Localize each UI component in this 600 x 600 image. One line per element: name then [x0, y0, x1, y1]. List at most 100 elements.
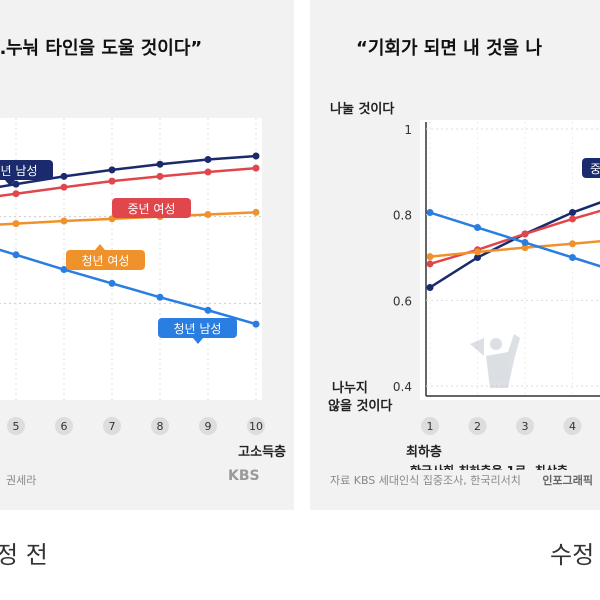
- right-ytick-label-1: 0.6: [393, 294, 412, 308]
- left-xtick-bg-4: [199, 417, 217, 435]
- left-point-1-4: [204, 168, 212, 176]
- left-xtick-label-1: 6: [61, 420, 68, 433]
- right-point-0-3: [569, 209, 576, 217]
- left-xtick-bg-0: [7, 417, 25, 435]
- right-ylabel-bottom-1: 나누지: [332, 380, 368, 396]
- left-footer-credit: 권세라: [6, 474, 37, 487]
- left-legend-middle-male-pointer: [5, 180, 15, 186]
- right-point-1-3: [569, 215, 576, 223]
- left-xtick-bg-1: [55, 417, 73, 435]
- left-point-2-4: [204, 211, 212, 218]
- left-legend-young-female-bg: [66, 250, 145, 270]
- right-point-3-1: [474, 224, 481, 232]
- right-plot-area: [420, 120, 600, 400]
- left-legend-young-female-text: 청년 여성: [82, 254, 130, 268]
- left-xtick-label-4: 9: [205, 420, 212, 433]
- right-xtick-label-2: 3: [522, 420, 529, 433]
- right-xlabel: 최하층: [406, 444, 442, 460]
- right-point-1-0: [426, 260, 434, 268]
- left-legend-middle-male: 중년 남성: [0, 160, 53, 186]
- right-xtick-bg-2: [516, 417, 534, 435]
- right-point-2-2: [521, 244, 529, 252]
- kbs-logo: KBS: [228, 468, 260, 484]
- left-xlabel: 고소득층: [238, 444, 286, 460]
- left-xtick-bg-2: [103, 417, 121, 435]
- left-legend-middle-female-bg: [112, 198, 191, 218]
- right-point-3-3: [569, 254, 576, 261]
- left-point-3-3: [156, 293, 164, 301]
- left-caption: 정 전: [0, 541, 48, 569]
- left-point-3-2: [108, 279, 116, 287]
- left-legend-middle-female-text: 중년 여성: [128, 202, 176, 216]
- right-ylabel-bottom-2: 않을 것이다: [328, 398, 392, 414]
- left-point-1-3: [156, 172, 164, 180]
- left-legend-young-male-pointer: [193, 338, 203, 344]
- right-ytick-label-2: 0.8: [393, 209, 412, 223]
- left-point-0-3: [156, 160, 164, 168]
- right-xtick-bg-1: [468, 417, 487, 435]
- megaphone-shape: [470, 338, 484, 356]
- left-point-1-5: [252, 164, 260, 172]
- right-ytick-label-0: 0.4: [393, 380, 412, 394]
- right-point-2-0: [426, 253, 434, 261]
- left-point-2-5: [252, 208, 260, 216]
- left-point-1-0: [12, 190, 20, 198]
- left-point-1-1: [60, 183, 68, 191]
- right-point-2-3: [569, 240, 576, 248]
- right-chart-title: “기회가 되면 내 것을 나: [356, 38, 542, 59]
- left-point-2-1: [60, 217, 68, 225]
- right-caption: 수정: [550, 541, 595, 569]
- left-xtick-bg-3: [151, 417, 169, 435]
- left-point-0-5: [252, 152, 260, 160]
- left-point-0-2: [108, 166, 116, 174]
- left-legend-middle-female: 중년 여성: [112, 198, 191, 218]
- left-point-0-1: [60, 172, 68, 180]
- left-point-0-4: [204, 155, 212, 163]
- megaphone-person-head: [490, 338, 502, 350]
- left-xtick-label-3: 8: [157, 420, 164, 433]
- right-legend-middle-male-bg: [582, 158, 600, 178]
- right-point-2-1: [474, 248, 481, 256]
- left-legend-middle-male-text: 중년 남성: [0, 164, 37, 178]
- left-point-0-0: [12, 180, 20, 188]
- right-footer-source: 자료 KBS 세대인식 집중조사, 한국리서치 인포그래픽: [330, 472, 593, 488]
- left-legend-young-male: 청년 남성: [158, 318, 237, 344]
- right-point-0-1: [474, 254, 481, 261]
- right-xtick-label-1: 2: [474, 420, 481, 433]
- right-footer-source-text: 자료 KBS 세대인식 집중조사, 한국리서치: [330, 474, 521, 487]
- right-point-1-2: [521, 230, 529, 238]
- left-legend-middle-male-bg: [0, 160, 53, 180]
- left-legend-young-male-text: 청년 남성: [174, 322, 222, 336]
- right-xtick-bg-3: [563, 417, 582, 435]
- left-point-3-0: [12, 251, 20, 259]
- left-xtick-label-0: 5: [13, 420, 20, 433]
- right-point-3-2: [521, 239, 529, 247]
- right-legend-middle-male: 중: [582, 158, 600, 178]
- right-footer-credit: 인포그래픽: [542, 474, 593, 487]
- right-ytick-label-3: 1: [404, 123, 412, 137]
- right-legend-middle-male-text: 중: [590, 162, 600, 176]
- left-point-2-0: [12, 220, 20, 228]
- left-point-3-5: [252, 320, 260, 328]
- left-xtick-label-2: 7: [109, 420, 116, 433]
- right-point-0-0: [426, 283, 434, 291]
- right-point-3-0: [426, 209, 434, 217]
- left-chart-title: …누눠 타인을 도울 것이다”: [0, 38, 203, 59]
- right-ylabel-top: 나눌 것이다: [330, 101, 394, 117]
- left-legend-young-male-bg: [158, 318, 237, 338]
- left-point-1-2: [108, 177, 116, 185]
- right-xtick-label-3: 4: [569, 420, 576, 433]
- right-xtick-bg-0: [421, 417, 439, 435]
- right-chart-panel: “기회가 되면 내 것을 나 0.40.60.8112345나눌 것이다나누지않…: [310, 0, 600, 510]
- left-xtick-bg-5: [247, 417, 265, 435]
- left-legend-young-female: 청년 여성: [66, 244, 145, 270]
- megaphone-person-body: [486, 334, 520, 388]
- left-point-3-4: [204, 306, 212, 314]
- right-xtick-label-0: 1: [427, 420, 434, 433]
- left-legend-young-female-pointer: [95, 244, 105, 250]
- left-xtick-label-5: 10: [249, 420, 263, 433]
- right-xnote: 한국사회 최하층을 1로, 최상층: [410, 463, 568, 470]
